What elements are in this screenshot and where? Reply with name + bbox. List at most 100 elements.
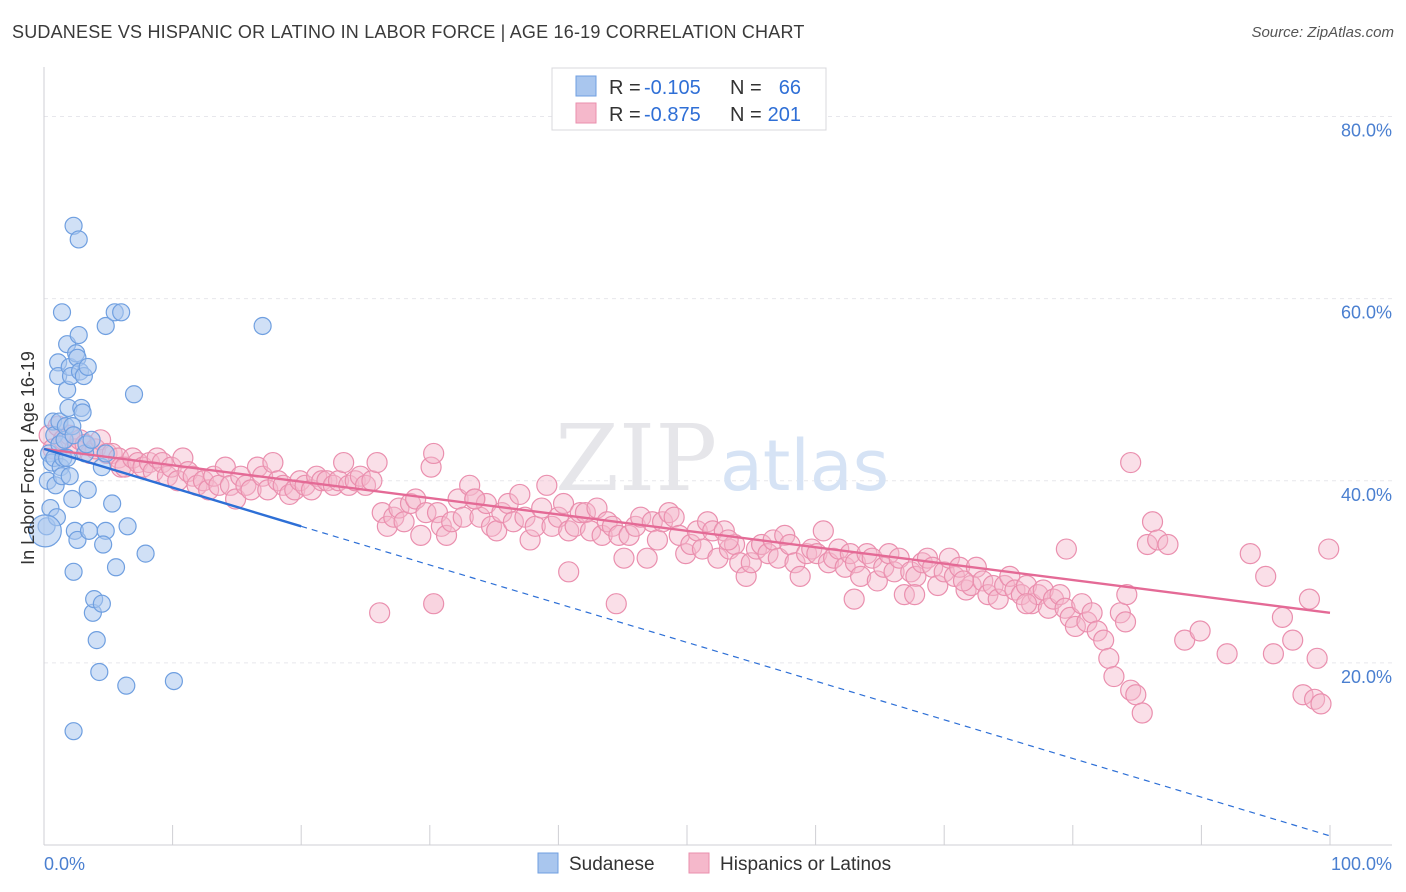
hispanic-point-164 <box>927 574 949 597</box>
sudanese-point-54 <box>69 230 88 249</box>
legend-n-value-2: 201 <box>768 104 801 126</box>
hispanic-point-107 <box>613 547 635 569</box>
hispanic-point-111 <box>636 547 658 569</box>
sudanese-point-29 <box>69 325 88 345</box>
hispanic-point-76 <box>441 511 463 533</box>
hispanic-point-214 <box>1055 538 1077 560</box>
hispanic-point-192 <box>1081 602 1103 624</box>
hispanic-point-63 <box>371 502 393 524</box>
hispanic-point-56 <box>333 451 355 474</box>
hispanic-point-207 <box>558 561 580 583</box>
hispanic-point-211 <box>904 583 926 606</box>
grid <box>44 116 1392 664</box>
y-tick-label-60: 60.0% <box>1341 303 1392 323</box>
hispanic-point-174 <box>982 574 1004 597</box>
hispanic-point-215 <box>1116 583 1138 606</box>
watermark-zip: ZIP <box>555 405 717 512</box>
bottom-legend-swatch-sudanese <box>537 852 559 874</box>
hispanic-point-outlier <box>423 593 445 615</box>
hispanic-point-79 <box>459 474 481 496</box>
hispanic-point-216 <box>1147 529 1169 551</box>
hispanic-point-116 <box>663 506 685 528</box>
hispanic-point-203 <box>1141 511 1164 533</box>
hispanic-point-172 <box>972 570 994 592</box>
hispanic-point-31 <box>198 479 220 501</box>
hispanic-point-231 <box>1318 538 1340 560</box>
x-tick-label-max: 100.0% <box>1331 854 1392 874</box>
bottom-legend-sudanese: Sudanese <box>569 854 655 875</box>
sudanese-point-62 <box>117 676 136 695</box>
source-label: Source: ZipAtlas.com <box>1251 24 1394 41</box>
sudanese-point-65 <box>124 385 144 404</box>
hispanic-point-154 <box>873 556 895 578</box>
legend-n-label-2: N = <box>730 104 762 126</box>
hispanic-point-26 <box>172 447 194 469</box>
hispanic-point-150 <box>850 565 872 587</box>
sudanese-point-60 <box>103 494 122 513</box>
sudanese-point-43 <box>78 480 97 499</box>
hispanic-point-218 <box>1174 629 1196 651</box>
hispanic-point-219 <box>1189 620 1211 642</box>
sudanese-point-68 <box>253 316 272 336</box>
sudanese-point-32 <box>73 403 92 422</box>
sudanese-point-63 <box>64 722 83 741</box>
hispanic-point-75 <box>435 524 458 547</box>
hispanic-point-224 <box>1271 606 1294 628</box>
sudanese-point-38 <box>60 467 79 486</box>
hispanic-point-90 <box>519 529 541 551</box>
hispanic-point-196 <box>1103 665 1125 688</box>
hispanic-point-129 <box>735 565 757 587</box>
hispanic-point-205 <box>423 442 445 465</box>
hispanic-point-128 <box>729 552 751 574</box>
bottom-legend-swatch-hispanic <box>688 852 710 874</box>
hispanic-point-221 <box>1239 543 1261 565</box>
hispanic-point-121 <box>691 538 714 560</box>
hispanic-point-156 <box>883 561 905 583</box>
sudanese-point-21 <box>52 303 72 322</box>
hispanic-point-213 <box>1015 593 1038 615</box>
sudanese-point-52 <box>96 444 115 463</box>
sudanese-point-26 <box>64 426 83 445</box>
sudanese-points <box>28 216 272 741</box>
sudanese-trend-line <box>43 447 302 528</box>
hispanic-point-189 <box>1064 615 1086 638</box>
hispanic-point-124 <box>707 547 729 569</box>
hispanic-point-198 <box>1114 611 1137 633</box>
hispanic-point-230 <box>1310 693 1332 715</box>
sudanese-point-66 <box>136 544 155 563</box>
hispanic-point-204 <box>369 602 391 624</box>
x-tick-label-min: 0.0% <box>44 854 85 874</box>
hispanic-point-195 <box>1098 647 1120 669</box>
hispanic-point-130 <box>740 552 762 574</box>
legend-r-label-2: R = <box>609 104 641 126</box>
sudanese-point-50 <box>92 594 111 613</box>
bottom-legend: Sudanese Hispanics or Latinos <box>537 852 891 875</box>
hispanic-point-228 <box>1292 684 1314 706</box>
legend-swatch-hispanic <box>575 102 597 124</box>
hispanic-point-212 <box>952 570 975 592</box>
sudanese-point-67 <box>164 671 183 691</box>
hispanic-point-110 <box>630 506 652 528</box>
legend-n-value-1: 66 <box>779 77 801 99</box>
sudanese-point-48 <box>87 631 106 650</box>
hispanic-point-153 <box>866 570 888 592</box>
hispanic-point-71 <box>415 502 437 524</box>
hispanic-point-133 <box>757 543 779 565</box>
hispanic-trend-line <box>43 447 1331 614</box>
legend-r-label-1: R = <box>609 77 641 99</box>
hispanic-point-160 <box>905 565 927 587</box>
hispanic-point-194 <box>1093 629 1115 651</box>
sudanese-trend-line-extension <box>301 525 1331 837</box>
hispanic-point-206 <box>464 488 486 510</box>
hispanic-point-88 <box>509 483 531 506</box>
hispanic-point-147 <box>834 556 856 578</box>
hispanic-point-87 <box>502 511 524 533</box>
hispanic-point-119 <box>680 533 702 556</box>
y-axis-title: In Labor Force | Age 16-19 <box>18 351 38 565</box>
hispanic-point-210 <box>843 588 865 610</box>
watermark-atlas: atlas <box>720 425 889 507</box>
hispanic-point-138 <box>784 552 806 574</box>
hispanic-point-62 <box>366 451 388 474</box>
sudanese-point-57 <box>112 303 131 322</box>
